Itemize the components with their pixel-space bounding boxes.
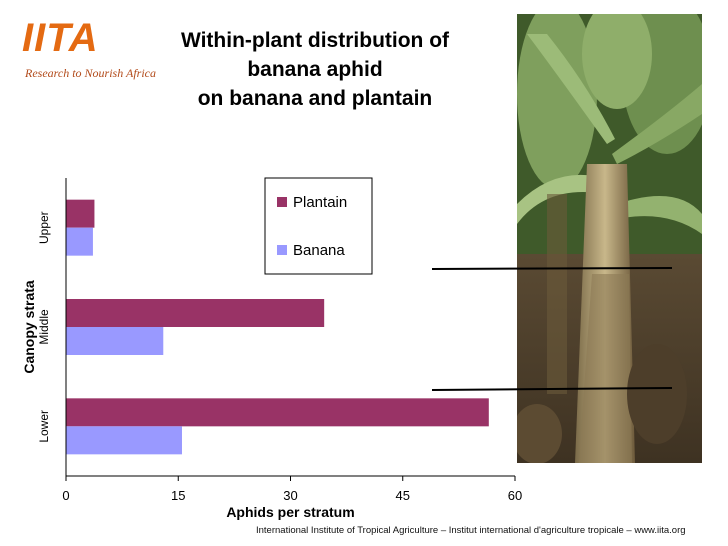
legend-swatch-banana: [277, 245, 287, 255]
bar-plantain-upper: [66, 199, 95, 228]
bar-banana-middle: [66, 327, 164, 355]
legend-label-plantain: Plantain: [293, 194, 347, 211]
logo-wordmark: IITA: [22, 16, 99, 60]
bar-plantain-middle: [66, 299, 325, 327]
x-tick-label-0: 0: [62, 488, 69, 503]
y-tick-label-lower: Lower: [37, 410, 51, 443]
x-tick-label-30: 30: [283, 488, 297, 503]
legend-box: [264, 177, 373, 275]
pointer-line-lower: [431, 387, 673, 391]
iita-logo: IITA Research to Nourish Africa: [20, 16, 156, 88]
bar-plantain-lower: [66, 398, 489, 427]
y-tick-label-upper: Upper: [37, 211, 51, 244]
title-line-2: banana aphid: [247, 58, 383, 81]
legend-label-banana: Banana: [293, 242, 345, 259]
y-axis-title: Canopy strata: [21, 280, 37, 374]
x-tick-label-45: 45: [396, 488, 410, 503]
legend-swatch-plantain: [277, 197, 287, 207]
bar-banana-lower: [66, 426, 182, 455]
x-axis-title: Aphids per stratum: [226, 504, 354, 520]
x-tick-label-15: 15: [171, 488, 185, 503]
footer-text: International Institute of Tropical Agri…: [256, 525, 686, 536]
logo-tagline: Research to Nourish Africa: [25, 66, 156, 80]
pointer-line-upper: [431, 267, 673, 270]
x-tick-label-60: 60: [508, 488, 522, 503]
title-line-1: Within-plant distribution of: [180, 29, 450, 52]
title-line-3: on banana and plantain: [197, 87, 433, 110]
bar-banana-upper: [66, 227, 93, 256]
y-tick-label-middle: Middle: [37, 309, 51, 345]
slide-title: Within-plant distribution of banana aphi…: [160, 26, 470, 113]
